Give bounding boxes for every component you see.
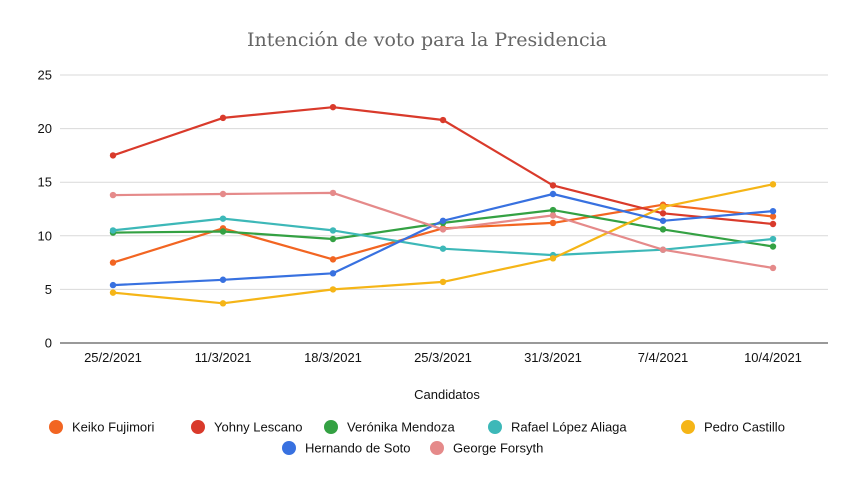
data-point — [329, 286, 337, 293]
legend-label: Yohny Lescano — [214, 420, 302, 435]
legend-label: George Forsyth — [453, 441, 543, 456]
legend-label: Pedro Castillo — [704, 420, 785, 435]
x-tick-label: 25/3/2021 — [414, 350, 472, 365]
chart-title: Intención de voto para la Presidencia — [247, 29, 607, 51]
legend-item: Verónika Mendoza — [324, 420, 455, 435]
data-point — [549, 219, 557, 227]
series-george-forsyth — [109, 189, 777, 272]
x-axis-ticks: 25/2/2021 11/3/2021 18/3/2021 25/3/2021 31/3… — [84, 350, 802, 365]
data-point — [439, 226, 447, 233]
series-line — [112, 192, 774, 287]
data-point — [549, 255, 557, 262]
legend-item: George Forsyth — [430, 441, 543, 456]
data-point — [769, 243, 777, 250]
data-point — [329, 227, 337, 234]
legend-marker — [681, 420, 695, 434]
data-point — [329, 256, 337, 263]
legend-item: Yohny Lescano — [191, 420, 302, 435]
x-tick-label: 18/3/2021 — [304, 350, 362, 365]
data-point — [659, 203, 667, 211]
data-point — [439, 116, 447, 124]
y-axis-ticks: 0 5 10 15 20 25 — [38, 68, 52, 351]
data-point — [439, 217, 447, 224]
data-point — [549, 190, 557, 198]
legend-marker — [282, 441, 296, 455]
data-point — [769, 213, 777, 220]
legend-label: Hernando de Soto — [305, 441, 411, 456]
legend-label: Verónika Mendoza — [347, 420, 455, 435]
data-point — [659, 210, 667, 217]
data-point — [109, 191, 117, 199]
x-tick-label: 31/3/2021 — [524, 350, 582, 365]
y-tick-label: 15 — [38, 175, 52, 190]
data-point — [439, 278, 447, 286]
data-point — [219, 114, 227, 122]
series-line — [112, 183, 774, 305]
series-hernando-de-soto — [109, 190, 777, 289]
data-point — [219, 215, 227, 222]
data-point — [549, 182, 557, 189]
gridlines — [60, 74, 828, 344]
legend-marker — [488, 420, 502, 434]
data-point — [329, 235, 337, 243]
data-point — [769, 235, 777, 243]
x-tick-label: 25/2/2021 — [84, 350, 142, 365]
data-point — [109, 152, 117, 159]
data-point — [109, 259, 117, 266]
y-tick-label: 20 — [38, 121, 52, 136]
data-point — [219, 276, 227, 283]
legend-item: Pedro Castillo — [681, 420, 785, 435]
data-point — [329, 103, 337, 111]
data-point — [439, 245, 447, 252]
y-tick-label: 5 — [45, 282, 52, 297]
data-point — [549, 212, 557, 219]
legend: Keiko Fujimori Yohny Lescano Verónika Mend… — [49, 420, 785, 456]
legend-item: Keiko Fujimori — [49, 420, 154, 435]
legend-label: Keiko Fujimori — [72, 420, 154, 435]
series-keiko-fujimori — [109, 201, 777, 266]
data-point — [769, 264, 777, 272]
legend-marker — [191, 420, 205, 434]
data-point — [769, 207, 777, 215]
data-point — [219, 300, 227, 307]
data-point — [109, 289, 117, 296]
x-tick-label: 7/4/2021 — [638, 350, 689, 365]
legend-marker — [324, 420, 338, 434]
data-point — [219, 190, 227, 198]
y-tick-label: 0 — [45, 336, 52, 351]
data-point — [219, 228, 227, 235]
data-point — [659, 246, 667, 253]
legend-label: Rafael López Aliaga — [511, 420, 627, 435]
data-point — [549, 206, 557, 214]
data-point — [329, 270, 337, 277]
legend-item: Hernando de Soto — [282, 441, 411, 456]
data-point — [109, 281, 117, 289]
data-point — [109, 227, 117, 234]
data-point — [769, 220, 777, 228]
data-point — [769, 181, 777, 188]
x-tick-label: 10/4/2021 — [744, 350, 802, 365]
series-yohny-lescano — [109, 103, 777, 228]
y-tick-label: 25 — [38, 68, 52, 83]
x-tick-label: 11/3/2021 — [195, 350, 252, 365]
data-point — [329, 189, 337, 197]
series-lines — [109, 103, 777, 307]
x-axis-title: Candidatos — [414, 387, 480, 402]
legend-marker — [49, 420, 63, 434]
series-pedro-castillo — [109, 181, 777, 307]
data-point — [659, 217, 667, 224]
data-point — [659, 226, 667, 233]
y-tick-label: 10 — [38, 228, 52, 243]
legend-marker — [430, 441, 444, 455]
legend-item: Rafael López Aliaga — [488, 420, 627, 435]
